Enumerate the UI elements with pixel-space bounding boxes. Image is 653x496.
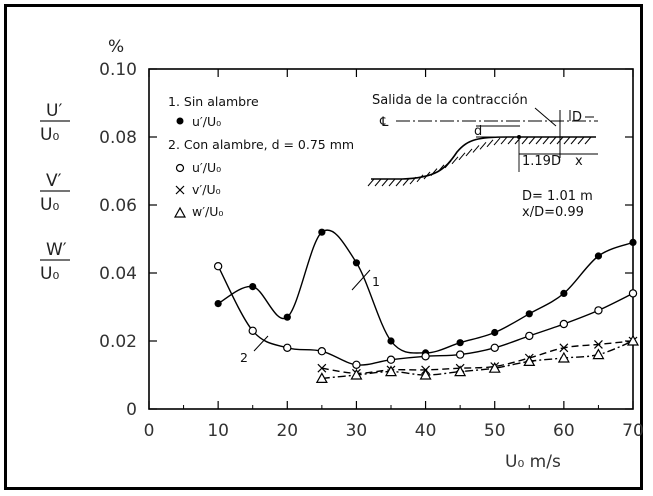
legend-group1-item: u′/U₀	[192, 114, 221, 129]
curve-2-leader	[253, 335, 269, 352]
x-tick-label: 0	[144, 421, 155, 441]
legend-group1-title: 1. Sin alambre	[168, 94, 259, 109]
legend: 1. Sin alambre u′/U₀ 2. Con alambre, d =…	[168, 94, 354, 219]
inset-D-value: D= 1.01 m	[522, 189, 593, 204]
legend-filled-circle-marker	[176, 117, 184, 125]
legend-group2-item-v: v′/U₀	[192, 182, 221, 197]
point-filled-circle	[387, 337, 395, 345]
series-line-0	[217, 229, 634, 354]
point-open-triangle	[315, 372, 328, 383]
inset-x-label: x	[575, 154, 583, 169]
point-open-circle	[421, 352, 430, 361]
y-label-denominator: U₀	[40, 125, 59, 145]
point-open-triangle	[419, 368, 432, 380]
y-tick-label: 0.10	[99, 60, 137, 80]
point-filled-circle	[249, 283, 257, 291]
point-filled-circle	[214, 300, 222, 308]
legend-triangle-marker	[173, 206, 187, 218]
point-filled-circle	[629, 238, 637, 246]
point-open-circle	[317, 347, 327, 356]
y-tick-label: 0.04	[99, 264, 137, 284]
curve-2-label: 2	[240, 350, 248, 365]
legend-cross-marker	[175, 185, 185, 195]
series-markers	[213, 228, 640, 383]
y-label-denominator: U₀	[40, 195, 59, 215]
point-filled-circle	[525, 310, 533, 318]
point-open-triangle	[557, 351, 570, 363]
inset-centerline-symbol: ℄	[379, 115, 389, 130]
point-filled-circle	[456, 339, 464, 347]
x-tick-label: 50	[484, 421, 506, 441]
inset-title-leader	[534, 107, 557, 127]
point-open-circle	[283, 343, 292, 352]
x-tick-label: 20	[276, 421, 298, 441]
point-filled-circle	[491, 328, 499, 337]
point-open-circle	[490, 343, 499, 352]
point-open-circle	[213, 262, 223, 271]
point-open-circle	[525, 331, 534, 341]
x-tick-label: 70	[622, 421, 644, 441]
point-open-circle	[455, 350, 465, 359]
inset-d-label: d	[474, 124, 482, 139]
x-tick-label: 40	[415, 421, 437, 441]
ticks: 0 10 20 30 40 50 60 70 0 0.02 0.04 0.06 0.08 0.10	[99, 60, 644, 441]
point-filled-circle	[352, 259, 361, 267]
x-axis-title: U₀ m/s	[505, 452, 561, 472]
y-label-v: V′	[46, 171, 62, 191]
inset-ratio: x/D=0.99	[522, 205, 584, 220]
series-line-2	[321, 340, 634, 375]
point-open-circle	[594, 306, 603, 315]
point-filled-circle	[594, 252, 603, 260]
point-open-circle	[559, 319, 569, 329]
point-filled-circle	[318, 228, 326, 236]
point-open-circle	[352, 360, 361, 369]
curve-1-label: 1	[372, 274, 380, 289]
y-tick-label: 0	[126, 400, 137, 420]
point-open-triangle	[626, 334, 640, 346]
x-tick-label: 10	[207, 421, 229, 441]
x-tick-label: 30	[346, 421, 368, 441]
inset-title: Salida de la contracción	[372, 93, 528, 108]
point-open-circle	[386, 355, 396, 364]
inset-offset-label: 1.19D	[522, 154, 561, 169]
x-tick-label: 60	[553, 421, 575, 441]
point-open-triangle	[592, 348, 605, 360]
point-open-triangle	[523, 355, 536, 366]
point-open-triangle	[350, 368, 363, 380]
legend-group2-item-u: u′/U₀	[192, 160, 221, 175]
series-line-3	[321, 340, 634, 380]
y-tick-label: 0.02	[99, 332, 137, 352]
point-filled-circle	[283, 313, 291, 321]
legend-group2-title: 2. Con alambre, d = 0.75 mm	[168, 137, 354, 152]
point-open-circle	[628, 289, 638, 298]
point-open-triangle	[488, 361, 501, 373]
y-label-u: U′	[46, 101, 62, 121]
point-cross	[594, 339, 603, 349]
inset-diagram: Salida de la contracción ℄ D d 1.19D x D…	[367, 93, 598, 220]
inset-wall	[371, 136, 596, 180]
point-cross	[317, 363, 327, 373]
legend-open-circle-marker	[175, 163, 185, 173]
point-cross	[559, 343, 569, 353]
point-open-circle	[248, 326, 257, 335]
y-label-denominator: U₀	[40, 264, 59, 284]
y-axis-labels: % U′ V′ W′	[46, 37, 124, 260]
point-open-triangle	[454, 365, 467, 377]
point-open-triangle	[384, 365, 398, 377]
inset-D-label: D	[572, 110, 582, 125]
y-tick-label: 0.08	[99, 128, 137, 148]
curve-1-leader	[351, 269, 371, 291]
y-tick-label: 0.06	[99, 196, 137, 216]
legend-group2-item-w: w′/U₀	[192, 204, 223, 219]
y-unit-label: %	[108, 37, 124, 57]
point-filled-circle	[560, 289, 568, 297]
y-label-w: W′	[46, 240, 67, 260]
